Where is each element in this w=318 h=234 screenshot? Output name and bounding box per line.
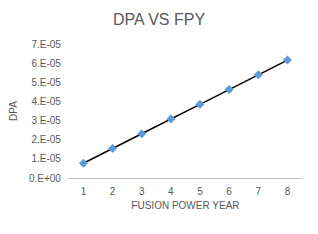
svg-text:3: 3 xyxy=(139,186,145,197)
svg-text:6: 6 xyxy=(226,186,232,197)
svg-text:1: 1 xyxy=(81,186,87,197)
svg-text:7.E-05: 7.E-05 xyxy=(31,39,61,50)
svg-text:5.E-05: 5.E-05 xyxy=(31,77,61,88)
svg-text:3.E-05: 3.E-05 xyxy=(31,115,61,126)
svg-text:1.E-05: 1.E-05 xyxy=(31,153,61,164)
svg-text:0.E+00: 0.E+00 xyxy=(29,173,61,184)
svg-text:2.E-05: 2.E-05 xyxy=(31,134,61,145)
svg-text:8: 8 xyxy=(285,186,291,197)
svg-text:7: 7 xyxy=(256,186,262,197)
svg-text:DPA: DPA xyxy=(8,101,19,121)
svg-text:4.E-05: 4.E-05 xyxy=(31,96,61,107)
svg-text:4: 4 xyxy=(168,186,174,197)
svg-text:FUSION POWER YEAR: FUSION POWER YEAR xyxy=(131,200,239,211)
svg-text:5: 5 xyxy=(197,186,203,197)
svg-text:2: 2 xyxy=(110,186,116,197)
svg-text:6.E-05: 6.E-05 xyxy=(31,58,61,69)
svg-text:DPA VS FPY: DPA VS FPY xyxy=(113,11,206,28)
